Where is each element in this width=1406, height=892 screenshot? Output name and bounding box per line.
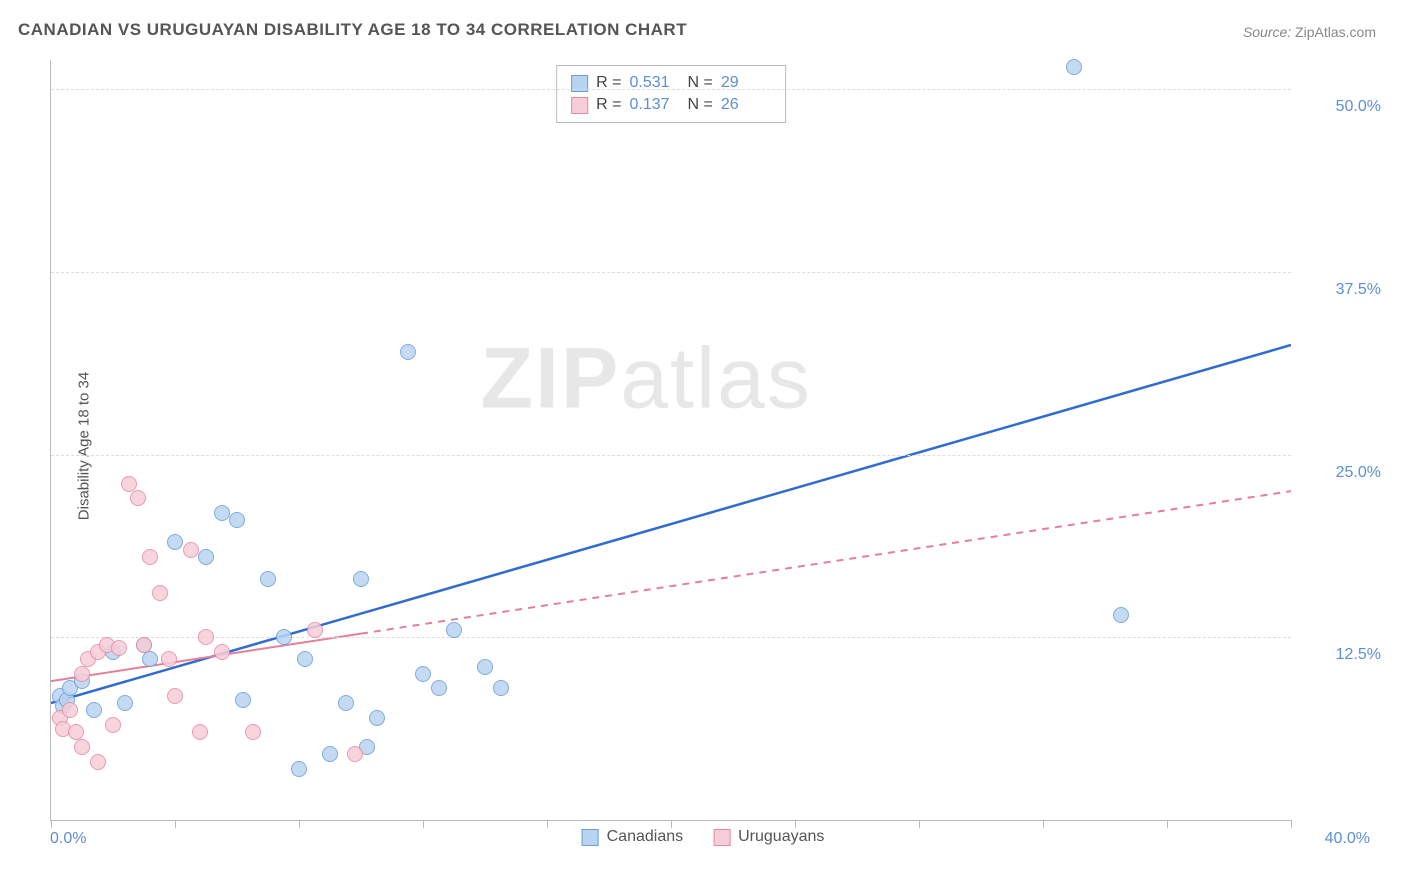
stats-row: R = 0.137 N = 26 [571, 94, 771, 116]
data-point [214, 505, 230, 521]
x-tick [175, 820, 176, 828]
data-point [214, 644, 230, 660]
data-point [245, 724, 261, 740]
x-tick [547, 820, 548, 828]
x-tick [423, 820, 424, 828]
y-tick-label: 37.5% [1336, 281, 1381, 299]
y-tick-label: 25.0% [1336, 464, 1381, 482]
watermark-rest: atlas [620, 331, 812, 427]
watermark-bold: ZIP [480, 331, 620, 427]
y-tick-label: 50.0% [1336, 98, 1381, 116]
x-tick [1291, 820, 1292, 828]
data-point [142, 549, 158, 565]
watermark: ZIPatlas [480, 330, 811, 429]
x-tick-min: 0.0% [50, 830, 86, 848]
data-point [1066, 59, 1082, 75]
y-tick-label: 12.5% [1336, 646, 1381, 664]
data-point [167, 688, 183, 704]
data-point [121, 476, 137, 492]
x-tick [671, 820, 672, 828]
series-legend: Canadians Uruguayans [582, 828, 825, 846]
data-point [297, 651, 313, 667]
data-point [446, 622, 462, 638]
data-point [260, 571, 276, 587]
data-point [62, 702, 78, 718]
data-point [183, 542, 199, 558]
plot-area: ZIPatlas R =0.531N =29R =0.137N =26 12.5… [50, 60, 1291, 821]
data-point [347, 746, 363, 762]
data-point [338, 695, 354, 711]
legend-item: Canadians [582, 828, 684, 846]
data-point [68, 724, 84, 740]
data-point [198, 629, 214, 645]
data-point [229, 512, 245, 528]
stat-n-value: 26 [721, 96, 771, 114]
x-tick [51, 820, 52, 828]
data-point [111, 640, 127, 656]
data-point [152, 585, 168, 601]
data-point [400, 344, 416, 360]
data-point [86, 702, 102, 718]
legend-swatch [582, 829, 599, 846]
legend-label: Canadians [607, 828, 684, 846]
data-point [415, 666, 431, 682]
gridline-h [51, 637, 1291, 638]
data-point [198, 549, 214, 565]
data-point [235, 692, 251, 708]
data-point [431, 680, 447, 696]
data-point [90, 754, 106, 770]
data-point [353, 571, 369, 587]
gridline-h [51, 272, 1291, 273]
legend-item: Uruguayans [713, 828, 824, 846]
data-point [161, 651, 177, 667]
data-point [276, 629, 292, 645]
chart-source: Source: ZipAtlas.com [1243, 24, 1376, 40]
data-point [1113, 607, 1129, 623]
data-point [74, 666, 90, 682]
data-point [477, 659, 493, 675]
data-point [192, 724, 208, 740]
source-value: ZipAtlas.com [1295, 24, 1376, 40]
data-point [74, 739, 90, 755]
series-swatch [571, 97, 588, 114]
stat-r-value: 0.137 [630, 96, 680, 114]
data-point [105, 717, 121, 733]
gridline-h [51, 89, 1291, 90]
x-tick [1167, 820, 1168, 828]
stats-row: R =0.531N =29 [571, 72, 771, 94]
data-point [322, 746, 338, 762]
x-tick [919, 820, 920, 828]
data-point [136, 637, 152, 653]
legend-swatch [713, 829, 730, 846]
data-point [167, 534, 183, 550]
chart-title: CANADIAN VS URUGUAYAN DISABILITY AGE 18 … [18, 20, 687, 40]
data-point [130, 490, 146, 506]
source-label: Source: [1243, 24, 1291, 40]
stat-r-label: R = [596, 96, 621, 114]
x-tick [299, 820, 300, 828]
chart-container: CANADIAN VS URUGUAYAN DISABILITY AGE 18 … [0, 0, 1406, 892]
legend-label: Uruguayans [738, 828, 824, 846]
gridline-h [51, 455, 1291, 456]
stats-legend-box: R =0.531N =29 R = 0.137 N = 26 [556, 65, 786, 123]
x-tick-max: 40.0% [1325, 830, 1370, 848]
x-tick [1043, 820, 1044, 828]
stat-n-label: N = [688, 96, 713, 114]
data-point [291, 761, 307, 777]
x-tick [795, 820, 796, 828]
data-point [369, 710, 385, 726]
data-point [307, 622, 323, 638]
data-point [117, 695, 133, 711]
data-point [493, 680, 509, 696]
data-point [142, 651, 158, 667]
